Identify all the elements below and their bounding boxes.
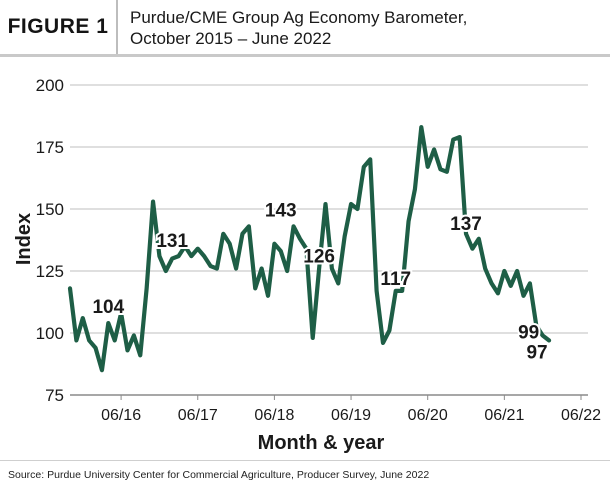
data-label: 126 — [303, 247, 335, 268]
x-tick-label: 06/20 — [408, 407, 448, 424]
source-note: Source: Purdue University Center for Com… — [8, 469, 430, 481]
data-label: 104 — [92, 297, 124, 318]
data-label: 97 — [526, 342, 547, 363]
x-tick-label: 06/22 — [561, 407, 601, 424]
source-divider — [0, 460, 610, 461]
data-label: 117 — [380, 269, 411, 290]
title-line-2: October 2015 – June 2022 — [130, 29, 332, 48]
x-axis-label: Month & year — [258, 432, 385, 454]
barometer-series-line — [67, 125, 552, 373]
figure-label: FIGURE 1 — [0, 0, 118, 54]
series-line — [67, 125, 552, 373]
data-label: 99 — [518, 322, 539, 343]
grid-lines — [70, 84, 588, 396]
x-tick-label: 06/17 — [178, 407, 218, 424]
x-tick-labels: 06/16 06/17 06/18 06/19 06/20 06/21 06/22 — [101, 395, 601, 424]
header-band: FIGURE 1 Purdue/CME Group Ag Economy Bar… — [0, 0, 610, 57]
data-label: 131 — [156, 231, 188, 252]
y-tick-label: 75 — [45, 386, 64, 405]
data-label: 143 — [265, 200, 297, 221]
x-tick-label: 06/16 — [101, 407, 141, 424]
data-label: 137 — [450, 214, 482, 235]
y-tick-label: 200 — [36, 76, 64, 95]
y-axis-label: Index — [13, 213, 35, 265]
x-tick-label: 06/21 — [484, 407, 524, 424]
figure-title: Purdue/CME Group Ag Economy Barometer, O… — [130, 7, 600, 49]
y-tick-label: 100 — [36, 324, 64, 343]
y-tick-labels: 75 100 125 150 175 200 — [36, 76, 64, 405]
y-tick-label: 150 — [36, 200, 64, 219]
x-tick-label: 06/18 — [254, 407, 294, 424]
title-line-1: Purdue/CME Group Ag Economy Barometer, — [130, 8, 468, 27]
y-tick-label: 125 — [36, 262, 64, 281]
x-tick-label: 06/19 — [331, 407, 371, 424]
figure-header: FIGURE 1 Purdue/CME Group Ag Economy Bar… — [0, 0, 610, 58]
y-tick-label: 175 — [36, 138, 64, 157]
